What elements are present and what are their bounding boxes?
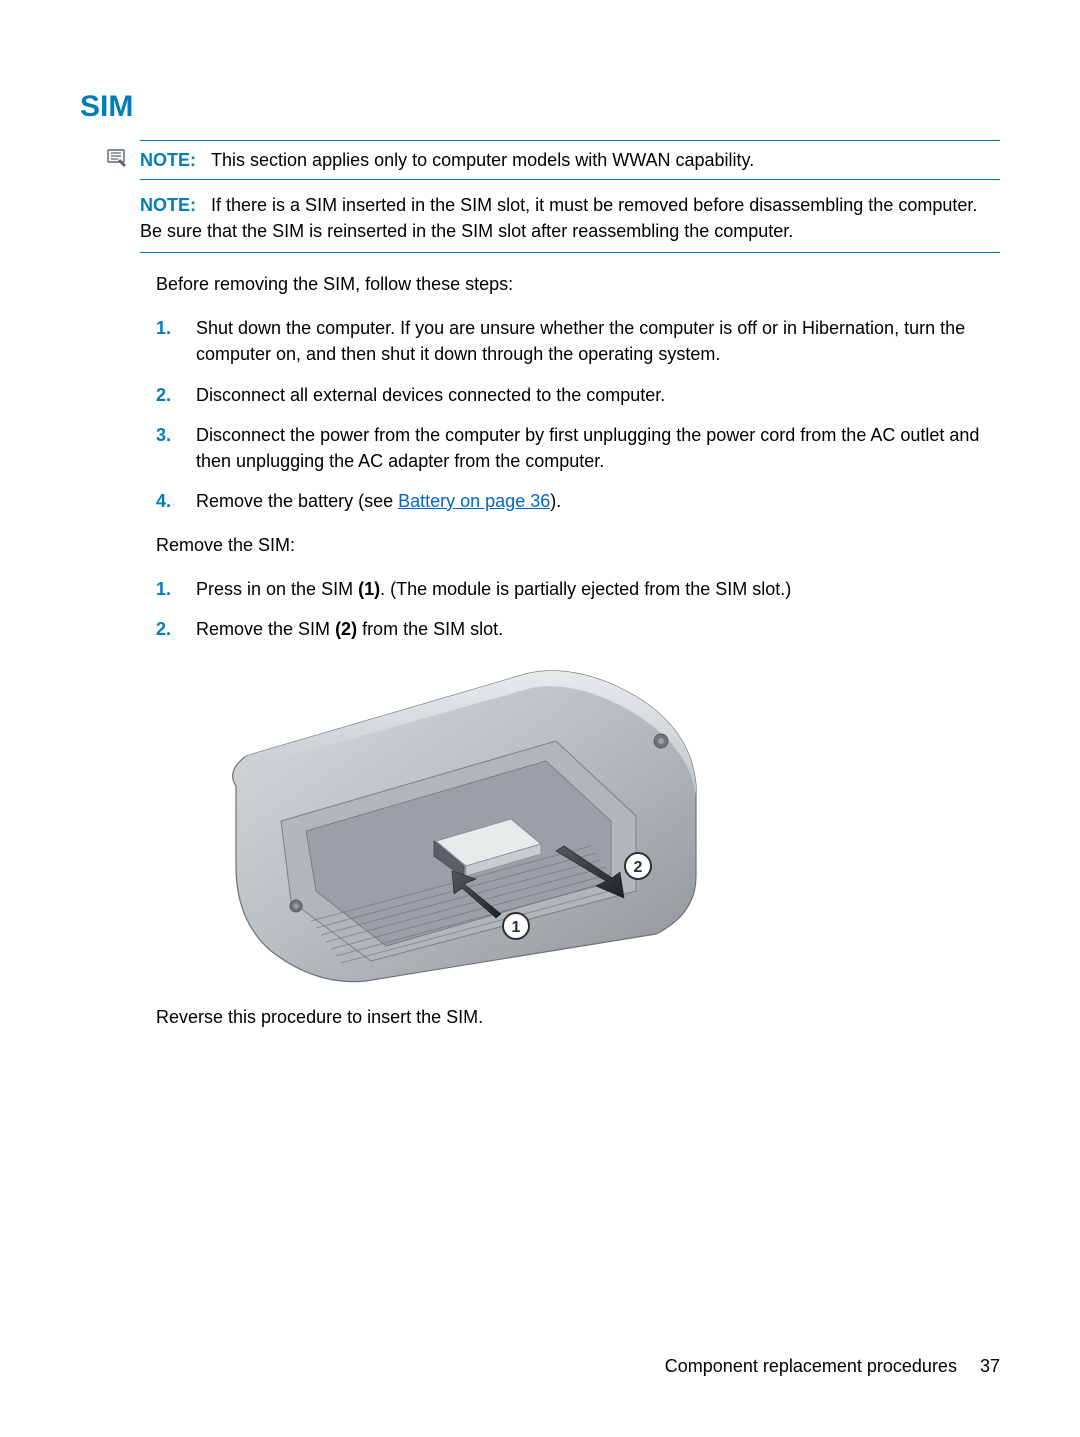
page-content: SIM NOTE: This section applies only to c… bbox=[0, 0, 1080, 1090]
steps-list-2: 1. Press in on the SIM (1). (The module … bbox=[156, 576, 1000, 642]
note-body: If there is a SIM inserted in the SIM sl… bbox=[140, 195, 977, 241]
step-2: 2. Disconnect all external devices conne… bbox=[156, 382, 1000, 408]
svg-text:2: 2 bbox=[634, 859, 643, 876]
step-text-prefix: Remove the battery (see bbox=[196, 491, 398, 511]
step-text: Press in on the SIM bbox=[196, 579, 358, 599]
step-text: Disconnect all external devices connecte… bbox=[196, 385, 665, 405]
note-label: NOTE: bbox=[140, 195, 196, 215]
remove-step-1: 1. Press in on the SIM (1). (The module … bbox=[156, 576, 1000, 602]
step-text-suffix: ). bbox=[550, 491, 561, 511]
step-text: Remove the SIM bbox=[196, 619, 335, 639]
callout-1: 1 bbox=[503, 913, 529, 939]
step-text: . (The module is partially ejected from … bbox=[380, 579, 791, 599]
footer-section: Component replacement procedures bbox=[665, 1356, 957, 1376]
step-text: Disconnect the power from the computer b… bbox=[196, 425, 979, 471]
note-block-1: NOTE: This section applies only to compu… bbox=[140, 140, 1000, 180]
remove-intro: Remove the SIM: bbox=[156, 532, 1000, 558]
step-4: 4. Remove the battery (see Battery on pa… bbox=[156, 488, 1000, 514]
note-body: This section applies only to computer mo… bbox=[211, 150, 754, 170]
svg-text:1: 1 bbox=[512, 919, 521, 936]
note-1-text: NOTE: This section applies only to compu… bbox=[140, 147, 1000, 173]
steps-list-1: 1. Shut down the computer. If you are un… bbox=[156, 315, 1000, 514]
page-number: 37 bbox=[980, 1356, 1000, 1376]
list-number: 2. bbox=[156, 382, 171, 408]
list-number: 3. bbox=[156, 422, 171, 448]
callout-2: 2 bbox=[625, 853, 651, 879]
list-number: 1. bbox=[156, 315, 171, 341]
section-heading: SIM bbox=[80, 90, 1000, 124]
step-3: 3. Disconnect the power from the compute… bbox=[156, 422, 1000, 474]
note-icon bbox=[106, 147, 128, 169]
note-block-2: NOTE: If there is a SIM inserted in the … bbox=[140, 180, 1000, 253]
page-footer: Component replacement procedures 37 bbox=[665, 1356, 1000, 1377]
list-number: 2. bbox=[156, 616, 171, 642]
step-text: from the SIM slot. bbox=[357, 619, 503, 639]
remove-step-2: 2. Remove the SIM (2) from the SIM slot. bbox=[156, 616, 1000, 642]
list-number: 1. bbox=[156, 576, 171, 602]
reverse-text: Reverse this procedure to insert the SIM… bbox=[156, 1004, 1000, 1030]
note-2-text: NOTE: If there is a SIM inserted in the … bbox=[140, 192, 1000, 244]
note-label: NOTE: bbox=[140, 150, 196, 170]
callout-ref-2: (2) bbox=[335, 619, 357, 639]
sim-removal-figure: 1 2 bbox=[196, 666, 716, 986]
step-1: 1. Shut down the computer. If you are un… bbox=[156, 315, 1000, 367]
step-text: Shut down the computer. If you are unsur… bbox=[196, 318, 965, 364]
list-number: 4. bbox=[156, 488, 171, 514]
callout-ref-1: (1) bbox=[358, 579, 380, 599]
battery-link[interactable]: Battery on page 36 bbox=[398, 491, 550, 511]
intro-text: Before removing the SIM, follow these st… bbox=[156, 271, 1000, 297]
